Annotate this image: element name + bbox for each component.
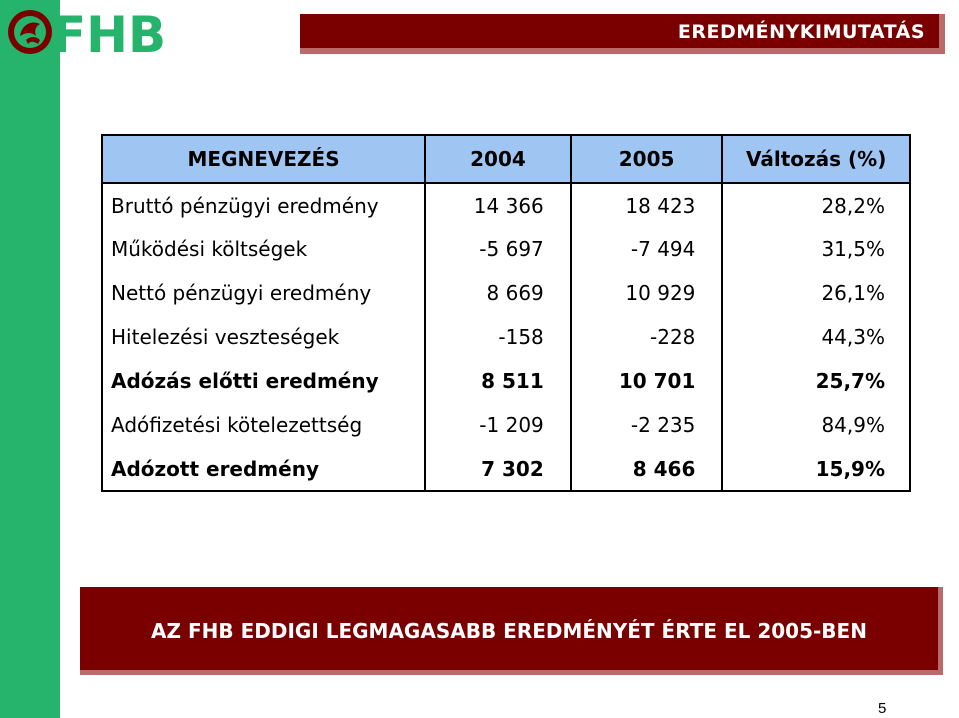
table-row: Hitelezési veszteségek -158 -228 44,3% bbox=[100, 315, 911, 359]
row-change: 26,1% bbox=[721, 271, 911, 315]
row-change: 15,9% bbox=[721, 447, 911, 492]
table-header-row: MEGNEVEZÉS 2004 2005 Változás (%) bbox=[100, 134, 911, 184]
row-change: 28,2% bbox=[721, 183, 911, 227]
left-accent-bar bbox=[0, 0, 60, 718]
column-header-2004: 2004 bbox=[424, 134, 572, 184]
row-change: 44,3% bbox=[721, 315, 911, 359]
row-change: 84,9% bbox=[721, 403, 911, 447]
table-row: Bruttó pénzügyi eredmény 14 366 18 423 28,2… bbox=[100, 183, 911, 227]
svg-text:FHB: FHB bbox=[52, 6, 166, 58]
row-name: Adófizetési kötelezettség bbox=[100, 403, 427, 447]
row-change: 31,5% bbox=[721, 227, 911, 271]
row-value-2005: 10 701 bbox=[569, 359, 724, 403]
table-row: Adózás előtti eredmény 8 511 10 701 25,7% bbox=[100, 359, 911, 403]
row-value-2005: -228 bbox=[569, 315, 724, 359]
conclusion-banner: AZ FHB EDDIGI LEGMAGASABB EREDMÉNYÉT ÉRT… bbox=[80, 587, 943, 675]
row-value-2005: 18 423 bbox=[569, 183, 724, 227]
row-value-2004: -1 209 bbox=[424, 403, 572, 447]
row-value-2005: 10 929 bbox=[569, 271, 724, 315]
row-value-2004: -158 bbox=[424, 315, 572, 359]
column-header-change: Változás (%) bbox=[721, 134, 911, 184]
row-name: Hitelezési veszteségek bbox=[100, 315, 427, 359]
page-number: 5 bbox=[878, 700, 887, 717]
table-row: Működési költségek -5 697 -7 494 31,5% bbox=[100, 227, 911, 271]
column-header-2005: 2005 bbox=[569, 134, 724, 184]
row-name: Működési költségek bbox=[100, 227, 427, 271]
row-name: Bruttó pénzügyi eredmény bbox=[100, 183, 427, 227]
conclusion-text: AZ FHB EDDIGI LEGMAGASABB EREDMÉNYÉT ÉRT… bbox=[151, 619, 867, 643]
row-change: 25,7% bbox=[721, 359, 911, 403]
row-value-2005: -7 494 bbox=[569, 227, 724, 271]
row-value-2005: -2 235 bbox=[569, 403, 724, 447]
row-name: Adózott eredmény bbox=[100, 447, 427, 492]
row-value-2004: 14 366 bbox=[424, 183, 572, 227]
row-value-2004: -5 697 bbox=[424, 227, 572, 271]
row-value-2004: 7 302 bbox=[424, 447, 572, 492]
title-banner: EREDMÉNYKIMUTATÁS bbox=[300, 14, 945, 54]
table-row: Adófizetési kötelezettség -1 209 -2 235 84,… bbox=[100, 403, 911, 447]
table-row: Nettó pénzügyi eredmény 8 669 10 929 26,1% bbox=[100, 271, 911, 315]
page-title: EREDMÉNYKIMUTATÁS bbox=[677, 21, 925, 43]
column-header-name: MEGNEVEZÉS bbox=[100, 134, 427, 184]
row-value-2005: 8 466 bbox=[569, 447, 724, 492]
row-name: Nettó pénzügyi eredmény bbox=[100, 271, 427, 315]
fhb-logo: FHB bbox=[8, 6, 166, 58]
row-name: Adózás előtti eredmény bbox=[100, 359, 427, 403]
row-value-2004: 8 511 bbox=[424, 359, 572, 403]
table-row: Adózott eredmény 7 302 8 466 15,9% bbox=[100, 447, 911, 492]
income-statement-table: MEGNEVEZÉS 2004 2005 Változás (%) Bruttó… bbox=[100, 134, 911, 492]
row-value-2004: 8 669 bbox=[424, 271, 572, 315]
